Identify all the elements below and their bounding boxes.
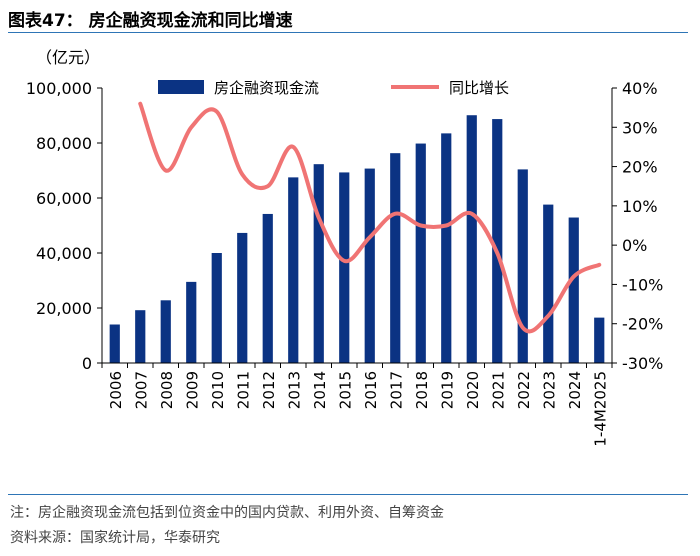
x-tick-label: 2021 (489, 371, 507, 409)
bar (492, 119, 503, 363)
bar (186, 281, 197, 363)
bar (568, 217, 579, 363)
right-tick-label: 10% (622, 197, 658, 216)
legend-bar-label: 房企融资现金流 (214, 79, 319, 97)
left-tick-label: 80,000 (36, 134, 92, 153)
legend-line-label: 同比增长 (449, 79, 509, 97)
right-tick-label: -20% (622, 315, 663, 334)
right-tick-label: -10% (622, 275, 663, 294)
x-tick-label: 2009 (183, 371, 201, 409)
legend-bar-swatch (158, 80, 204, 94)
right-tick-label: 20% (622, 158, 658, 177)
x-tick-label: 2011 (234, 371, 252, 409)
bar (415, 143, 426, 363)
source-note: 资料来源：国家统计局，华泰研究 (10, 530, 220, 546)
right-axis-ticks: -30% -20% -10% 0% 10% 20% 30% 40% (612, 79, 663, 373)
left-tick-label: 0 (82, 354, 92, 373)
x-tick-label: 2006 (107, 371, 125, 409)
x-axis-ticks: 2006 2007 2008 2009 2010 2011 2012 2013 2014 2015… (101, 363, 613, 447)
chart: 0 20,000 40,000 60,000 80,000 100,000 -30% -20… (26, 79, 664, 447)
x-tick-label: 2014 (311, 371, 329, 409)
footer-rule (8, 494, 688, 495)
bar (339, 172, 350, 363)
bar (135, 310, 146, 363)
bar (543, 204, 554, 363)
x-tick-label: 2015 (336, 371, 354, 409)
left-tick-label: 60,000 (36, 189, 92, 208)
right-tick-label: 0% (622, 236, 647, 255)
x-tick-label: 2016 (362, 371, 380, 409)
axes (101, 88, 613, 364)
title-rule (8, 32, 688, 33)
x-tick-label: 2017 (387, 371, 405, 409)
growth-line (138, 101, 602, 334)
right-tick-label: 30% (622, 118, 658, 137)
x-tick-label: 2012 (260, 371, 278, 409)
x-tick-label: 2020 (464, 371, 482, 409)
bar (313, 164, 324, 363)
x-tick-label: 2024 (566, 371, 584, 409)
bar (160, 300, 171, 363)
x-tick-label: 2007 (132, 371, 150, 409)
right-tick-label: -30% (622, 354, 663, 373)
bar (237, 232, 248, 363)
footnote: 注：房企融资现金流包括到位资金中的国内贷款、利用外资、自筹资金 (10, 505, 444, 521)
bar (517, 169, 528, 363)
left-axis-unit: （亿元） (36, 48, 101, 67)
x-tick-label: 2010 (209, 371, 227, 409)
bar (288, 177, 299, 363)
x-tick-label: 1-4M2025 (591, 371, 609, 447)
left-axis-ticks: 0 20,000 40,000 60,000 80,000 100,000 (26, 79, 102, 373)
bar (211, 253, 222, 363)
bar (364, 168, 375, 363)
x-tick-label: 2018 (413, 371, 431, 409)
x-tick-label: 2019 (438, 371, 456, 409)
x-tick-label: 2022 (515, 371, 533, 409)
left-tick-label: 40,000 (36, 244, 92, 263)
x-tick-label: 2013 (285, 371, 303, 409)
right-tick-label: 40% (622, 79, 658, 98)
bar-series (109, 115, 605, 363)
bar (262, 213, 273, 363)
legend: 房企融资现金流 同比增长 (158, 79, 509, 97)
x-tick-label: 2023 (540, 371, 558, 409)
line-series (138, 101, 602, 334)
left-tick-label: 20,000 (36, 299, 92, 318)
bar (441, 133, 452, 363)
bar (109, 324, 120, 363)
x-tick-label: 2008 (158, 371, 176, 409)
bar (466, 115, 477, 363)
bar (390, 153, 401, 363)
bar (594, 317, 605, 363)
chart-title: 图表47： 房企融资现金流和同比增速 (8, 11, 293, 31)
left-tick-label: 100,000 (26, 79, 92, 98)
